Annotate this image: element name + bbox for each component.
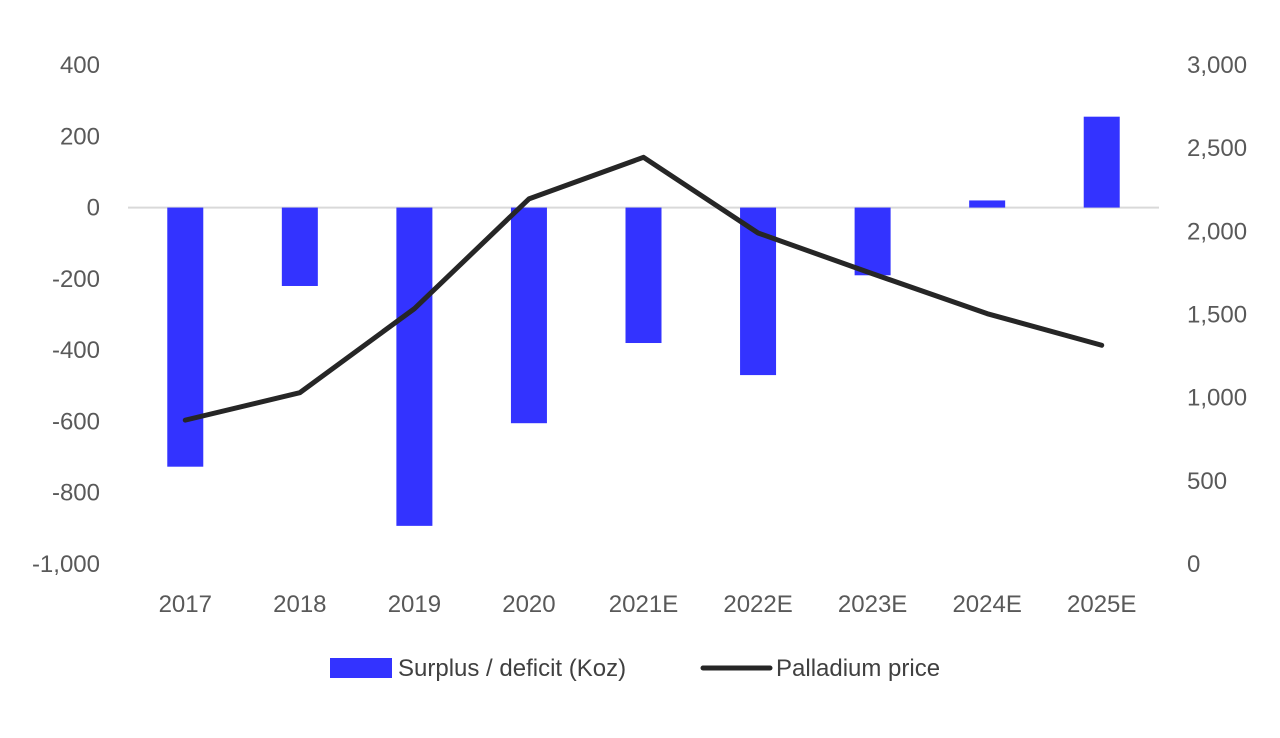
bar-2020: [510, 207, 547, 424]
y-left-tick-label: -800: [52, 480, 100, 507]
legend-label-surplus-deficit: Surplus / deficit (Koz): [398, 655, 626, 682]
y-right-tick-label: 1,500: [1187, 302, 1247, 329]
bar-2025E: [1083, 116, 1120, 208]
bar-2021E: [625, 207, 662, 344]
x-tick-label: 2017: [159, 591, 212, 618]
bar-series: [167, 116, 1120, 526]
y-right-tick-label: 0: [1187, 551, 1200, 578]
legend-swatch-surplus-deficit: [330, 658, 392, 678]
x-tick-label: 2021E: [609, 591, 678, 618]
y-left-tick-label: 200: [60, 123, 100, 150]
bar-2018: [281, 207, 318, 286]
y-right-tick-label: 2,000: [1187, 218, 1247, 245]
y-left-tick-label: -1,000: [32, 551, 100, 578]
x-tick-label: 2022E: [723, 591, 792, 618]
palladium-price-line: [182, 154, 1105, 423]
x-axis: 2017 2018 2019 2020 2021E 2022E 2023E 2024E 2025…: [159, 591, 1137, 618]
y-right-tick-label: 3,000: [1187, 52, 1247, 79]
y-left-tick-label: -400: [52, 337, 100, 364]
x-tick-label: 2024E: [952, 591, 1021, 618]
line-series: [182, 154, 1105, 423]
bar-2017: [167, 207, 204, 467]
y-left-tick-label: -200: [52, 266, 100, 293]
x-tick-label: 2018: [273, 591, 326, 618]
bar-2024E: [969, 200, 1006, 208]
x-tick-label: 2025E: [1067, 591, 1136, 618]
y-left-tick-label: 400: [60, 52, 100, 79]
legend: Surplus / deficit (Koz) Palladium price: [330, 655, 940, 682]
y-left-tick-label: 0: [87, 195, 100, 222]
y-right-tick-label: 500: [1187, 468, 1227, 495]
x-tick-label: 2023E: [838, 591, 907, 618]
y-left-axis: 400 200 0 -200 -400 -600 -800 -1,000: [32, 52, 100, 578]
y-right-axis: 3,000 2,500 2,000 1,500 1,000 500 0: [1187, 52, 1247, 578]
y-right-tick-label: 1,000: [1187, 385, 1247, 412]
x-tick-label: 2020: [502, 591, 555, 618]
bar-2023E: [854, 207, 891, 276]
x-tick-label: 2019: [388, 591, 441, 618]
legend-label-palladium-price: Palladium price: [776, 655, 940, 682]
y-right-tick-label: 2,500: [1187, 135, 1247, 162]
y-left-tick-label: -600: [52, 408, 100, 435]
bar-2019: [396, 207, 433, 526]
